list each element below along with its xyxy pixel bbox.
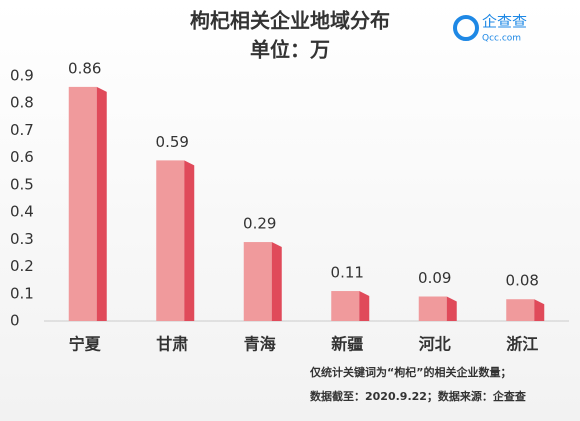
bar: [243, 242, 272, 321]
bar-side: [96, 86, 107, 321]
y-tick-label: 0.7: [10, 121, 34, 139]
y-tick-label: 0.6: [10, 148, 34, 166]
x-tick-label: 浙江: [506, 335, 538, 354]
logo-name: 企查查: [482, 13, 527, 31]
chart-title: 枸杞相关企业地域分布: [190, 9, 390, 33]
x-tick-label: 河北: [419, 335, 451, 354]
data-label: 0.29: [243, 215, 276, 233]
y-tick-label: 0.5: [10, 175, 34, 193]
note: 仅统计关键词为“枸杞”的相关企业数量；: [309, 365, 511, 379]
bar-side: [359, 291, 370, 321]
bar-side: [271, 242, 282, 321]
bar: [506, 299, 535, 321]
x-tick-label: 宁夏: [69, 335, 102, 354]
data-label: 0.11: [331, 264, 364, 282]
logo: 企查查 Qcc.com: [453, 13, 527, 44]
bar-side: [184, 160, 195, 321]
note: 数据截至：2020.9.22；数据来源：企查查: [310, 389, 526, 403]
y-tick-label: 0.3: [10, 230, 34, 248]
chart-subtitle: 单位：万: [250, 38, 330, 62]
logo-site: Qcc.com: [482, 34, 521, 44]
x-tick-label: 青海: [244, 335, 276, 354]
y-tick-label: 0.4: [10, 203, 34, 221]
data-label: 0.08: [506, 272, 539, 290]
logo-icon: [453, 15, 479, 41]
bar: [331, 291, 360, 321]
bar-side: [534, 299, 545, 321]
y-tick-label: 0.2: [10, 257, 34, 275]
data-label: 0.09: [418, 269, 451, 287]
y-tick-label: 0: [10, 312, 20, 330]
bar: [156, 160, 185, 321]
y-tick-label: 0.1: [10, 284, 34, 302]
bar: [68, 86, 97, 321]
y-tick-label: 0.9: [10, 67, 34, 85]
bar: [418, 296, 447, 321]
bar-side: [446, 296, 457, 321]
data-label: 0.59: [156, 133, 189, 151]
y-tick-label: 0.8: [10, 94, 34, 112]
data-label: 0.86: [68, 59, 101, 77]
x-tick-label: 甘肃: [156, 335, 188, 354]
x-tick-label: 新疆: [331, 335, 363, 354]
